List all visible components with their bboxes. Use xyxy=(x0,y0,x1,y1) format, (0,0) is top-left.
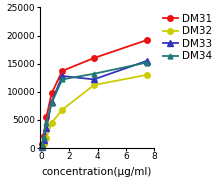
Line: DM31: DM31 xyxy=(39,37,150,149)
DM31 xyxy=(45,116,48,118)
DM33 xyxy=(61,75,64,77)
DM31 xyxy=(41,142,44,145)
Y-axis label: MFI: MFI xyxy=(0,69,1,87)
DM32 xyxy=(93,84,95,86)
DM32 xyxy=(45,137,48,139)
DM32 xyxy=(50,122,53,124)
DM32 xyxy=(146,74,148,76)
DM33 xyxy=(40,146,43,148)
DM31 xyxy=(50,92,53,95)
DM34 xyxy=(40,146,43,148)
DM34 xyxy=(50,102,53,104)
DM31 xyxy=(61,70,64,72)
DM31 xyxy=(146,39,148,41)
Line: DM32: DM32 xyxy=(39,72,150,150)
DM32 xyxy=(61,109,64,111)
DM34 xyxy=(45,122,48,124)
Line: DM33: DM33 xyxy=(39,58,150,150)
X-axis label: concentration(μg/ml): concentration(μg/ml) xyxy=(42,167,152,177)
DM31 xyxy=(40,145,43,147)
DM34 xyxy=(93,73,95,75)
DM33 xyxy=(93,78,95,80)
DM34 xyxy=(41,144,44,146)
DM31 xyxy=(93,57,95,59)
Legend: DM31, DM32, DM33, DM34: DM31, DM32, DM33, DM34 xyxy=(161,13,213,63)
DM32 xyxy=(41,145,44,148)
DM33 xyxy=(41,144,44,146)
DM33 xyxy=(45,127,48,130)
DM34 xyxy=(61,78,64,80)
DM33 xyxy=(146,60,148,62)
DM33 xyxy=(50,101,53,103)
Line: DM34: DM34 xyxy=(39,60,149,149)
DM34 xyxy=(42,136,45,138)
DM32 xyxy=(40,146,43,149)
DM31 xyxy=(42,134,45,137)
DM32 xyxy=(42,143,45,145)
DM33 xyxy=(42,138,45,141)
DM34 xyxy=(146,61,148,64)
